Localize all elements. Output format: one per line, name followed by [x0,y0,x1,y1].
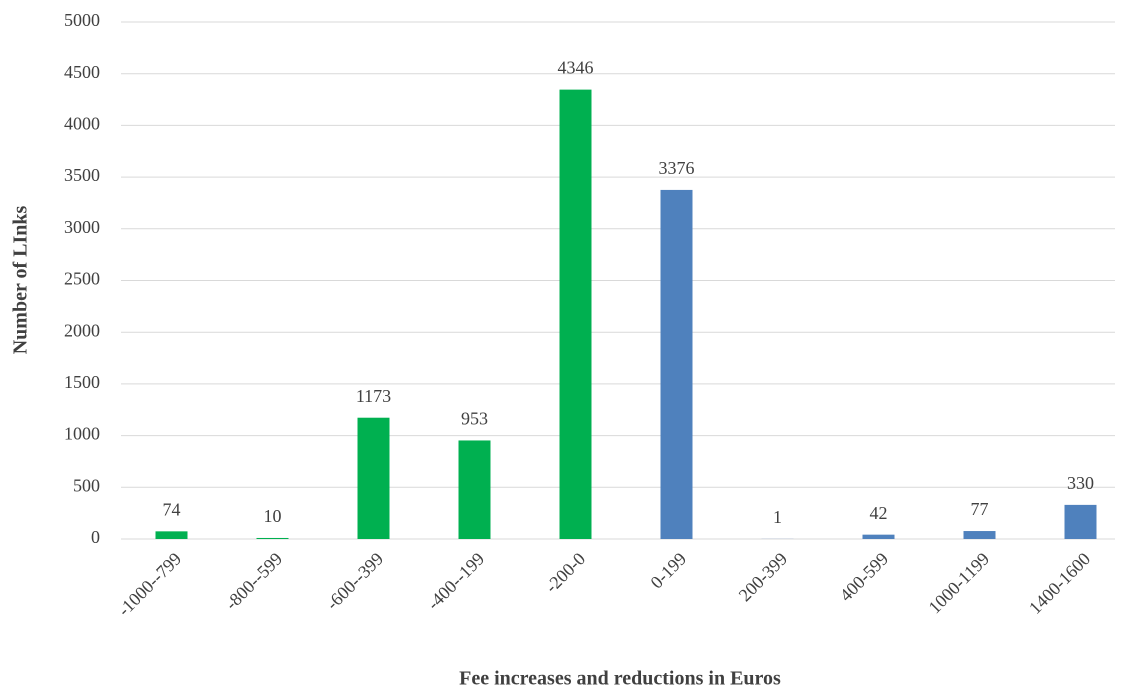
data-label: 1 [773,507,782,527]
bar [458,440,491,539]
y-tick-label: 4000 [64,114,100,134]
bar [357,417,390,539]
data-label: 74 [163,499,181,519]
bar [256,537,289,539]
y-tick-label: 0 [91,527,100,547]
y-tick-label: 4500 [64,62,100,82]
bar [155,531,188,539]
y-tick-label: 5000 [64,10,100,30]
data-label: 10 [264,506,282,526]
bar [660,189,693,539]
data-label: 330 [1067,473,1094,493]
data-label: 4346 [558,58,594,78]
y-axis-title: Number of LInks [10,206,32,355]
x-tick-label: 400-599 [836,549,893,606]
data-label: 953 [461,409,488,429]
y-tick-label: 3000 [64,217,100,237]
x-tick-label: 200-399 [735,549,792,606]
x-tick-label: -600--399 [322,549,387,614]
x-tick-label: -400--199 [423,549,488,614]
y-tick-label: 2000 [64,320,100,340]
y-tick-label: 1000 [64,424,100,444]
data-label: 3376 [659,158,695,178]
y-tick-label: 3500 [64,165,100,185]
x-tick-label: 1000-1199 [924,549,993,618]
y-tick-label: 1500 [64,372,100,392]
x-tick-label: -200-0 [541,549,589,597]
bar [862,534,895,539]
x-tick-label: 0-199 [646,549,690,593]
x-tick-label: 1400-1600 [1025,549,1094,618]
bar [963,531,996,539]
data-label: 42 [870,503,888,523]
bar [1064,504,1097,539]
y-tick-label: 500 [73,475,100,495]
data-label: 77 [971,499,989,519]
data-label: 1173 [356,386,391,406]
x-tick-label: -1000--799 [114,549,185,620]
x-axis-title: Fee increases and reductions in Euros [459,668,781,690]
y-tick-label: 2500 [64,269,100,289]
x-tick-label: -800--599 [221,549,286,614]
bar [559,89,592,539]
